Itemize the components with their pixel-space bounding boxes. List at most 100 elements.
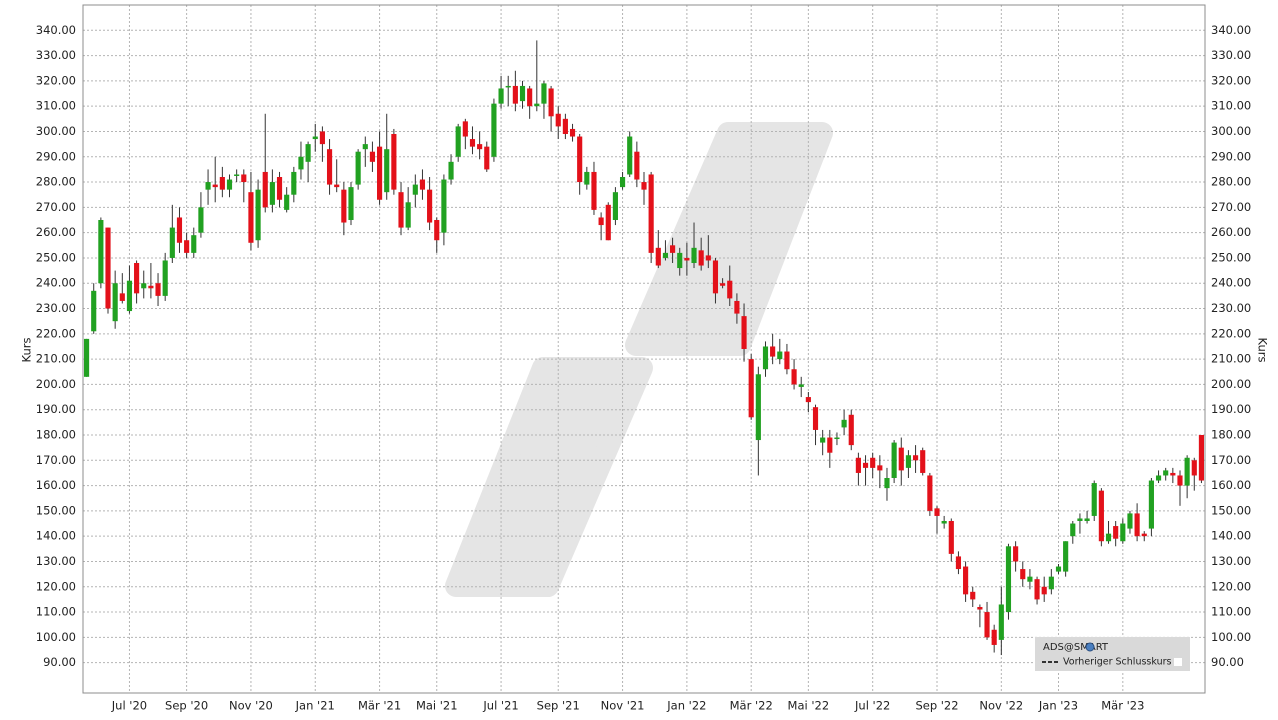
candle-body [691,247,697,263]
candle-body [905,455,911,468]
y-tick-label: 220.00 [36,326,76,340]
x-tick-label: Sep '20 [165,699,208,713]
y2-tick-label: 220.00 [1211,326,1251,340]
candle-body [312,136,318,140]
candle-body [734,300,740,314]
candle-body [441,179,447,233]
x-tick-label: Jan '22 [666,699,706,713]
candle-body [634,151,640,180]
y-axis-title: Kurs [20,338,34,363]
candle-body [155,283,161,296]
x-tick-label: Mär '23 [1101,699,1144,713]
candle-body [805,397,811,403]
candle-body [1120,523,1126,542]
candle-body [798,384,804,387]
candle-body [1070,523,1076,537]
y2-tick-label: 300.00 [1211,124,1251,138]
candle-body [862,462,869,468]
candle-body [1055,566,1062,572]
candle-body [205,182,211,190]
candle-body [927,475,933,511]
candle-body [84,338,90,377]
watermark-lower [445,357,653,597]
y2-tick-label: 140.00 [1211,529,1251,543]
candle-body [712,260,719,294]
candle-body [670,245,676,253]
y-tick-label: 140.00 [36,529,76,543]
x-tick-label: Jul '20 [111,699,147,713]
y2-tick-label: 340.00 [1211,23,1251,37]
candle-body [912,455,919,461]
x-tick-label: Mär '21 [358,699,401,713]
candle-body [612,192,618,220]
watermark [445,122,833,597]
candle-body [241,174,247,183]
candle-body [870,457,876,468]
candle-body [827,437,833,453]
candle-body [934,508,940,516]
candle-body [891,442,897,478]
x-tick-label: Nov '22 [979,699,1023,713]
candle-body [834,437,840,440]
x-tick-label: Jul '21 [482,699,518,713]
candle-body [855,457,861,473]
candle-body [348,187,354,220]
y-tick-label: 210.00 [36,352,76,366]
y-tick-label: 100.00 [36,630,76,644]
candle-body [126,280,133,312]
candle-body [427,189,433,223]
candle-body [698,250,704,266]
candle-body [105,227,111,309]
candle-body [619,177,626,188]
candle-body [512,85,518,104]
candle-body [248,192,254,243]
candle-body [720,283,726,286]
candle-body [384,149,390,193]
candle-body [991,629,997,645]
legend-label: Vorheriger Schlusskurs [1063,657,1171,668]
candle-body [141,283,147,289]
candle-body [98,220,104,284]
candle-body [820,437,826,443]
candle-body [412,184,418,195]
candle-body [584,171,590,185]
candle-body [1177,475,1183,486]
candle-body [398,192,404,228]
x-tick-label: Nov '20 [229,699,273,713]
candle-body [1041,586,1047,595]
candle-body [1127,513,1133,529]
x-tick-label: Jan '23 [1038,699,1078,713]
candle-body [305,144,311,162]
candle-body [555,113,561,127]
candle-body [705,255,711,261]
y-tick-label: 270.00 [36,200,76,214]
candle-body [527,88,533,107]
legend-checkbox [1174,658,1182,666]
candle-body [434,220,440,241]
x-tick-label: Mär '22 [730,699,773,713]
y2-tick-label: 120.00 [1211,579,1251,593]
candle-body [955,556,962,570]
x-tick-label: Jan '21 [295,699,335,713]
y-tick-label: 90.00 [43,655,76,669]
candle-body [948,521,954,554]
candle-body [184,240,190,253]
candle-body [920,450,926,473]
candle-body [748,359,754,418]
candle-body [777,351,783,360]
y2-tick-label: 170.00 [1211,453,1251,467]
y-tick-label: 190.00 [36,402,76,416]
candle-body [1020,569,1026,580]
candle-body [548,88,554,117]
candle-body [677,252,683,269]
candle-body [291,171,297,195]
y-tick-label: 260.00 [36,225,76,239]
candle-body [648,174,654,253]
candles [84,40,1204,656]
candle-body [334,184,340,188]
y-tick-label: 160.00 [36,478,76,492]
candle-body [1013,546,1019,562]
candle-body [598,217,604,226]
candle-body [1077,518,1083,521]
y2-tick-label: 270.00 [1211,200,1251,214]
